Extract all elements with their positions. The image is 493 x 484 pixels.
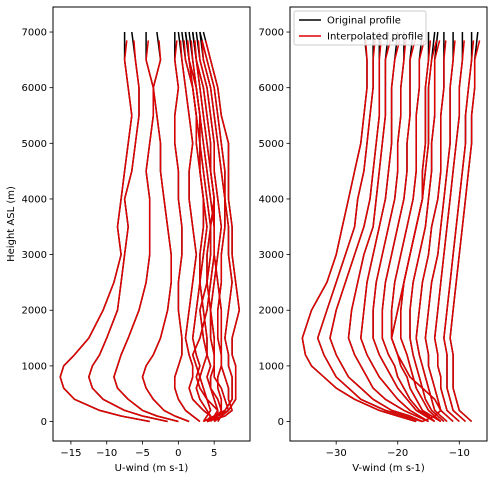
v-wind-interpolated-profile-10 xyxy=(415,40,448,423)
u-wind-interpolated-profile-7 xyxy=(194,40,223,423)
u-wind-interpolated-profile-4 xyxy=(174,40,201,423)
v-wind-interpolated-profile-8 xyxy=(400,40,442,423)
legend-label-original: Original profile xyxy=(327,16,401,27)
v-wind-interpolated-profile-9 xyxy=(409,40,445,423)
u-wind-interpolated-profile-15 xyxy=(194,40,223,422)
v-wind-original-profile-11 xyxy=(424,32,454,423)
u-wind-y-tick-label: 6000 xyxy=(22,83,47,94)
v-wind-original-profile-12 xyxy=(433,32,464,423)
u-wind-y-tick-label: 2000 xyxy=(22,306,47,317)
v-wind-panel: −30 −20 −10 01000200030004000500060007000 … xyxy=(259,6,488,474)
v-wind-interpolated-profile-6 xyxy=(381,40,436,423)
v-wind-y-tick-label: 4000 xyxy=(259,194,284,205)
v-wind-interpolated-profile-7 xyxy=(390,40,442,423)
u-wind-x-tick-label: 5 xyxy=(211,448,217,459)
u-wind-original-profile-8 xyxy=(195,31,230,423)
u-wind-original-profile-2 xyxy=(113,32,179,423)
height-y-axis-label: Height ASL (m) xyxy=(6,186,17,262)
v-wind-interpolated-profile-4 xyxy=(360,40,429,423)
u-wind-y-tick-label: 5000 xyxy=(22,139,47,150)
legend: Original profile Interpolated profile xyxy=(293,10,427,46)
v-wind-x-tick-label: −10 xyxy=(449,448,470,459)
v-wind-y-tick-label: 6000 xyxy=(259,83,284,94)
u-wind-y-tick-label: 3000 xyxy=(22,250,47,261)
v-wind-x-ticks: −30 −20 −10 xyxy=(326,441,470,459)
v-wind-y-tick-label: 2000 xyxy=(259,306,284,317)
u-wind-x-tick-label: −5 xyxy=(135,448,150,459)
u-wind-x-tick-label: −15 xyxy=(60,448,81,459)
u-wind-y-tick-label: 7000 xyxy=(22,28,47,39)
v-wind-interpolated-profile-12 xyxy=(433,40,465,423)
v-wind-interpolated-profile-15 xyxy=(390,40,442,423)
u-wind-interpolated-profile-2 xyxy=(113,40,179,423)
v-wind-interpolated-profiles xyxy=(301,40,481,423)
legend-label-interpolated: Interpolated profile xyxy=(327,32,423,43)
v-wind-y-tick-label: 7000 xyxy=(259,28,284,39)
v-wind-x-tick-label: −30 xyxy=(326,448,347,459)
v-wind-y-tick-label: 3000 xyxy=(259,250,284,261)
v-wind-interpolated-profile-13 xyxy=(443,40,475,423)
u-wind-interpolated-profile-3 xyxy=(141,40,190,423)
u-wind-original-profile-5 xyxy=(177,31,212,422)
u-wind-original-profile-0 xyxy=(59,32,150,423)
v-wind-interpolated-profile-14 xyxy=(449,40,481,423)
u-wind-y-tick-label: 0 xyxy=(41,417,47,428)
v-wind-y-ticks: 0 1000 2000 3000 4000 5000 6000 7000 xyxy=(259,28,290,428)
v-wind-axes-frame xyxy=(289,6,488,442)
u-wind-original-profile-6 xyxy=(184,31,219,422)
v-wind-interpolated-profile-1 xyxy=(316,40,423,423)
u-wind-interpolated-profile-10 xyxy=(201,40,233,423)
u-wind-interpolated-profile-14 xyxy=(186,40,219,422)
u-wind-x-tick-label: 0 xyxy=(175,448,181,459)
v-wind-y-tick-label: 0 xyxy=(278,417,284,428)
u-wind-x-ticks: −15 −10 −5 0 5 xyxy=(60,441,217,459)
u-wind-panel: −15 −10 −5 0 5 0 1000 2000 3000 4000 5000 6000 7000… xyxy=(6,6,251,474)
u-wind-interpolated-profiles xyxy=(59,40,241,423)
u-wind-interpolated-profile-13 xyxy=(183,40,212,422)
u-wind-interpolated-profile-5 xyxy=(179,40,212,422)
v-wind-interpolated-profile-0 xyxy=(301,40,417,423)
v-wind-x-axis-label: V-wind (m s-1) xyxy=(352,463,425,474)
v-wind-y-tick-label: 1000 xyxy=(259,361,284,372)
v-wind-y-tick-label: 5000 xyxy=(259,139,284,150)
u-wind-y-tick-label: 4000 xyxy=(22,194,47,205)
u-wind-interpolated-profile-11 xyxy=(204,40,241,423)
v-wind-interpolated-profile-3 xyxy=(347,40,429,423)
legend-box xyxy=(293,10,427,46)
v-wind-original-profile-13 xyxy=(443,32,473,423)
v-wind-interpolated-profile-2 xyxy=(329,40,423,423)
v-wind-interpolated-profile-11 xyxy=(424,40,456,423)
u-wind-y-ticks: 0 1000 2000 3000 4000 5000 6000 7000 xyxy=(22,28,53,428)
u-wind-interpolated-profile-8 xyxy=(197,40,230,423)
u-wind-interpolated-profile-1 xyxy=(88,40,168,423)
v-wind-interpolated-profile-5 xyxy=(372,40,436,423)
u-wind-x-tick-label: −10 xyxy=(96,448,117,459)
u-wind-original-profile-14 xyxy=(184,31,219,422)
u-wind-axes-frame xyxy=(52,6,251,442)
u-wind-interpolated-profile-0 xyxy=(59,40,150,423)
u-wind-x-axis-label: U-wind (m s-1) xyxy=(115,463,189,474)
u-wind-y-tick-label: 1000 xyxy=(22,361,47,372)
v-wind-x-tick-label: −20 xyxy=(387,448,408,459)
